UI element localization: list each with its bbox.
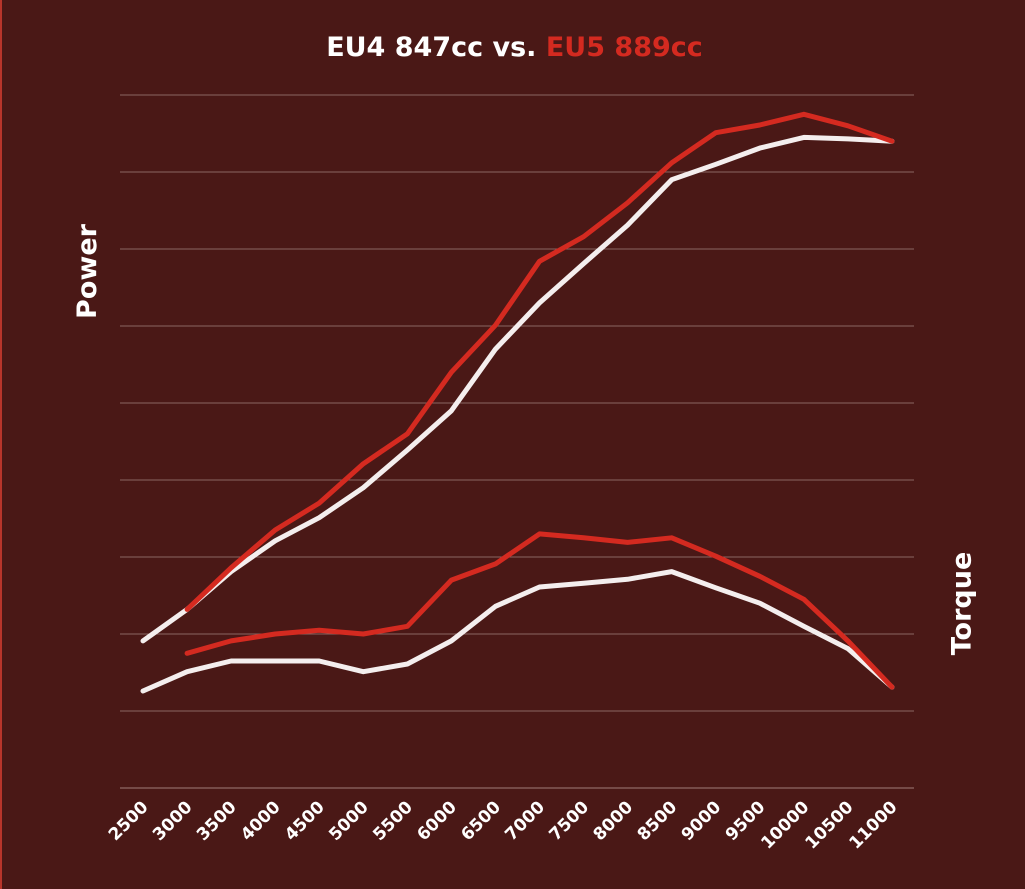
series-line-0 <box>140 134 895 644</box>
x-tick-label: 8500 <box>634 797 682 845</box>
title-eu4: EU4 847cc vs. <box>326 32 537 63</box>
x-tick-label: 7000 <box>501 797 549 845</box>
x-tick-label: 10500 <box>802 797 858 853</box>
x-tick-label: 4500 <box>281 797 329 845</box>
series-line-2 <box>140 569 895 694</box>
x-tick-label: 3500 <box>193 797 241 845</box>
x-tick-label: 9000 <box>678 797 726 845</box>
title-eu5: EU5 889cc <box>545 32 703 63</box>
x-tick-label: 8000 <box>590 797 638 845</box>
x-tick-label: 5000 <box>325 797 373 845</box>
x-tick-label: 6000 <box>413 797 461 845</box>
x-tick-label: 6500 <box>457 797 505 845</box>
x-tick-label: 3000 <box>149 797 197 845</box>
series-line-1 <box>184 111 895 612</box>
x-tick-label: 10000 <box>757 797 813 853</box>
x-tick-label: 7500 <box>546 797 594 845</box>
series-line-3 <box>184 531 895 690</box>
x-tick-label: 11000 <box>846 797 902 853</box>
x-tick-label: 2500 <box>105 797 153 845</box>
x-tick-label: 5500 <box>369 797 417 845</box>
x-tick-label: 4000 <box>237 797 285 845</box>
chart-title: EU4 847cc vs. EU5 889cc <box>2 32 1025 63</box>
